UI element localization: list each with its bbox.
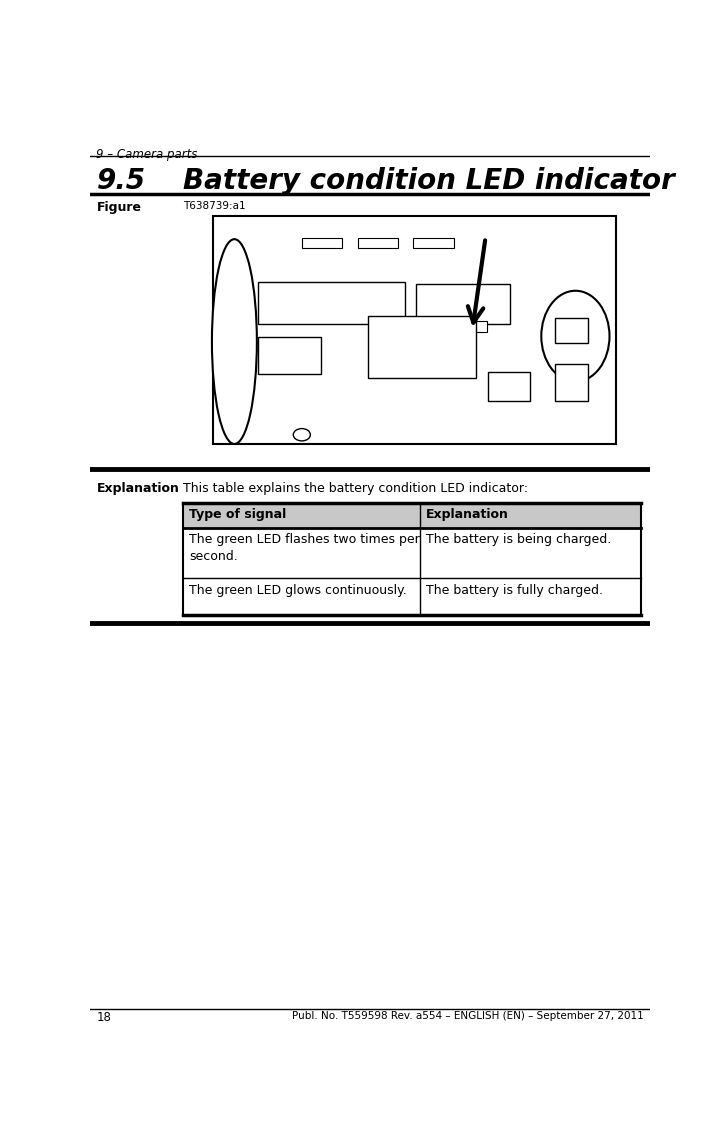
Text: 9 – Camera parts: 9 – Camera parts — [97, 148, 198, 160]
Text: Publ. No. T559598 Rev. a554 – ENGLISH (EN) – September 27, 2011: Publ. No. T559598 Rev. a554 – ENGLISH (E… — [292, 1012, 643, 1021]
Text: Battery condition LED indicator: Battery condition LED indicator — [183, 167, 675, 195]
Bar — [445, 321, 462, 331]
Bar — [258, 282, 405, 324]
Ellipse shape — [212, 240, 257, 444]
Ellipse shape — [542, 291, 609, 382]
Text: T638739:a1: T638739:a1 — [183, 202, 246, 211]
Bar — [414, 237, 453, 249]
Text: 18: 18 — [97, 1012, 111, 1025]
Text: Figure: Figure — [97, 202, 142, 214]
Bar — [420, 321, 438, 331]
Text: 9.5: 9.5 — [97, 167, 145, 195]
Bar — [488, 371, 531, 401]
Bar — [555, 364, 588, 401]
Text: This table explains the battery condition LED indicator:: This table explains the battery conditio… — [183, 481, 529, 495]
Text: Explanation: Explanation — [426, 508, 509, 521]
Bar — [357, 237, 398, 249]
Ellipse shape — [293, 429, 310, 441]
Text: The green LED glows continuously.: The green LED glows continuously. — [189, 584, 407, 597]
Text: The battery is being charged.: The battery is being charged. — [426, 533, 611, 547]
Bar — [367, 316, 477, 378]
Text: The green LED flashes two times per
second.: The green LED flashes two times per seco… — [189, 533, 420, 564]
Text: The battery is fully charged.: The battery is fully charged. — [426, 584, 603, 597]
Bar — [258, 337, 321, 374]
Bar — [416, 284, 510, 324]
Bar — [213, 217, 616, 444]
Bar — [183, 503, 640, 528]
Bar — [302, 237, 342, 249]
Bar — [470, 321, 487, 331]
Text: Type of signal: Type of signal — [189, 508, 287, 521]
Text: Explanation: Explanation — [97, 481, 179, 495]
Bar — [555, 317, 588, 343]
